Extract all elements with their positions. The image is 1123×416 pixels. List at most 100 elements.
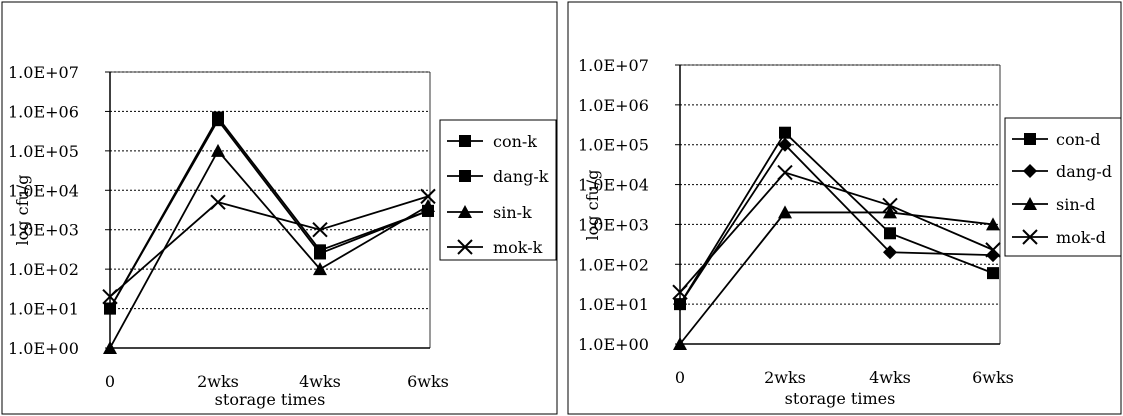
legend-marker [458, 205, 472, 218]
x-axis-title: storage times [215, 390, 326, 409]
x-tick-label: 0 [105, 372, 115, 391]
legend-item: dang-d [1012, 162, 1112, 181]
x-tick-label: 2wks [197, 372, 239, 391]
data-point [210, 194, 226, 210]
data-point [420, 188, 436, 205]
legend: con-d dang-d sin-d mok-d [1004, 117, 1122, 257]
data-point [313, 262, 327, 276]
y-tick-labels: 1.0E+00 1.0E+01 1.0E+02 1.0E+03 1.0E+04 1.0E+… [578, 56, 649, 354]
series-group [672, 126, 1001, 350]
legend-item: con-k [447, 132, 537, 151]
legend-label: con-k [493, 132, 537, 151]
legend-label: mok-d [1056, 228, 1106, 247]
chart-panel-2: 1.0E+00 1.0E+01 1.0E+02 1.0E+03 1.0E+04 1.0E+… [567, 1, 1122, 415]
legend-marker [1023, 197, 1037, 210]
series-mok-k [102, 188, 436, 305]
series-dang-d [673, 137, 1000, 312]
data-point [673, 297, 687, 312]
data-point [211, 143, 225, 157]
legend-label: mok-k [493, 238, 543, 257]
series-line [679, 143, 994, 305]
series-line [679, 211, 994, 345]
y-tick-label: 1.0E+06 [8, 102, 79, 121]
legend-item: dang-k [447, 167, 549, 186]
legend-marker [459, 170, 471, 182]
y-axis-title: log cfu/g [13, 175, 32, 246]
legend-item: mok-k [447, 238, 543, 257]
legend-label: sin-d [1056, 195, 1095, 214]
y-tick-label: 1.0E+07 [578, 56, 649, 75]
data-point [314, 244, 326, 257]
data-point [778, 137, 792, 152]
data-point [104, 302, 116, 315]
data-point [777, 164, 793, 181]
series-mok-d [672, 164, 1001, 300]
series-line [679, 171, 994, 293]
x-tick-label: 6wks [972, 368, 1014, 387]
y-tick-label: 1.0E+00 [8, 339, 79, 358]
series-group [102, 111, 436, 354]
y-tick-label: 1.0E+07 [8, 63, 79, 82]
x-tick-label: 0 [675, 368, 685, 387]
data-point [986, 217, 1000, 231]
series-dang-k [104, 111, 434, 315]
data-point [778, 205, 792, 219]
legend-marker [459, 135, 471, 147]
data-point [882, 197, 898, 214]
chart-panel-1: 1.0E+00 1.0E+01 1.0E+02 1.0E+03 1.0E+04 1.0E+… [1, 1, 558, 415]
y-tick-labels: 1.0E+00 1.0E+01 1.0E+02 1.0E+03 1.0E+04 1.0E+… [8, 63, 79, 358]
y-tick-label: 1.0E+00 [578, 335, 649, 354]
data-point [986, 248, 1000, 263]
data-point [779, 126, 791, 139]
data-point [987, 267, 999, 280]
legend-label: sin-k [493, 203, 532, 222]
data-point [883, 245, 897, 260]
data-point [421, 198, 435, 212]
data-point [883, 205, 897, 219]
data-point [884, 227, 896, 240]
legend-marker [457, 239, 473, 255]
data-point [985, 242, 1001, 258]
legend-marker [1022, 229, 1038, 245]
series-line [109, 115, 429, 310]
y-tick-label: 1.0E+05 [8, 142, 79, 161]
x-tick-labels: 0 2wks 4wks 6wks [105, 372, 449, 391]
data-point [102, 288, 118, 305]
data-point [212, 111, 224, 124]
x-tick-label: 2wks [764, 368, 806, 387]
legend-item: sin-d [1012, 195, 1095, 214]
legend-label: con-d [1056, 130, 1101, 149]
legend-label: dang-d [1056, 162, 1112, 181]
y-tick-label: 1.0E+03 [578, 215, 649, 234]
y-tick-label: 1.0E+03 [8, 221, 79, 240]
legend: con-k dang-k sin-k mok-k [439, 119, 557, 261]
y-tick-label: 1.0E+01 [578, 295, 649, 314]
legend-marker [1024, 133, 1036, 145]
legend-item: con-d [1012, 130, 1101, 149]
x-tick-label: 4wks [869, 368, 911, 387]
x-axis-title: storage times [785, 389, 896, 408]
legend-item: sin-k [447, 203, 532, 222]
series-line [109, 195, 429, 298]
y-tick-label: 1.0E+04 [8, 181, 79, 200]
data-point [672, 284, 688, 300]
y-tick-label: 1.0E+02 [8, 260, 79, 279]
legend-marker [1023, 164, 1037, 178]
y-tick-label: 1.0E+06 [578, 96, 649, 115]
y-tick-label: 1.0E+01 [8, 300, 79, 319]
data-point [312, 222, 328, 238]
legend-item: mok-d [1012, 228, 1106, 247]
x-tick-label: 6wks [407, 372, 449, 391]
y-tick-label: 1.0E+04 [578, 176, 649, 195]
data-point [103, 341, 117, 354]
x-tick-label: 4wks [299, 372, 341, 391]
series-sin-d [673, 205, 1000, 350]
x-tick-labels: 0 2wks 4wks 6wks [675, 368, 1014, 387]
y-axis-title: log cfu/g [583, 170, 602, 241]
y-tick-label: 1.0E+05 [578, 136, 649, 155]
y-tick-label: 1.0E+02 [578, 255, 649, 274]
data-point [673, 337, 687, 350]
legend-label: dang-k [493, 167, 549, 186]
